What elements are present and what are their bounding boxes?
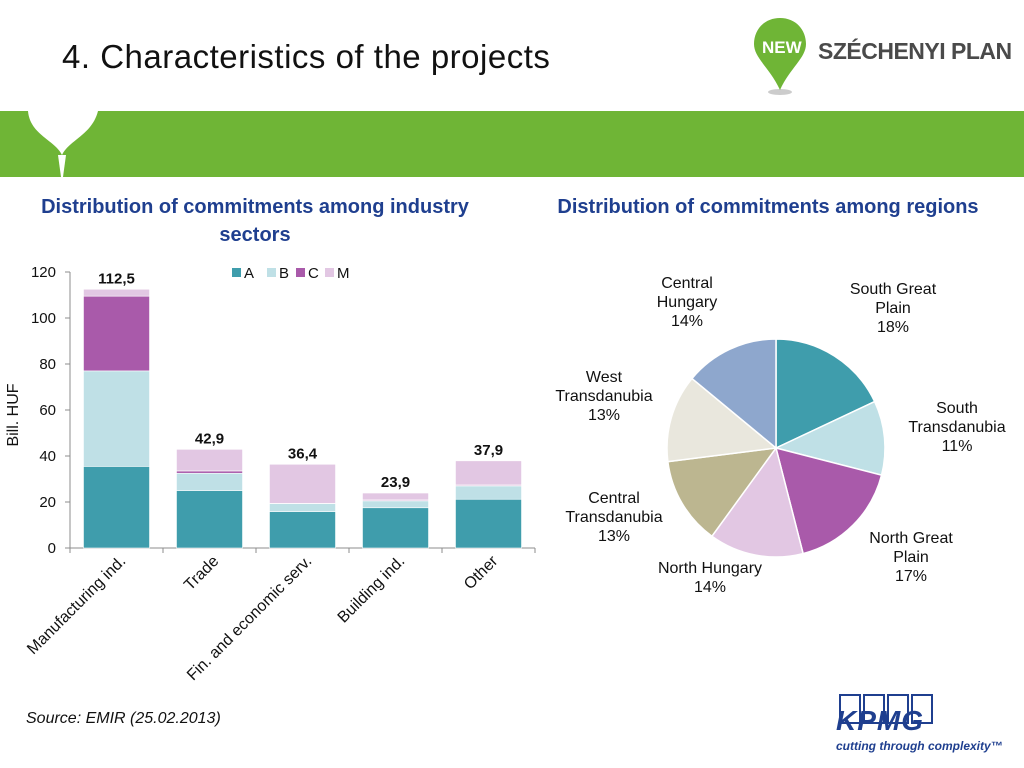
left-panel-title: Distribution of commitments among indust… bbox=[41, 196, 469, 246]
legend-swatch-M bbox=[325, 268, 334, 277]
bar-segment-A bbox=[269, 511, 336, 549]
bar-segment-A bbox=[176, 490, 243, 549]
bar-segment-M bbox=[455, 460, 522, 486]
pie-slice-south-great-plain bbox=[775, 338, 876, 450]
legend-swatch-B bbox=[267, 268, 276, 277]
bar-segment-A bbox=[455, 498, 522, 549]
right-panel-title: Distribution of commitments among region… bbox=[557, 196, 979, 218]
legend-label-B: B bbox=[279, 265, 289, 282]
bar-segment-B bbox=[455, 485, 522, 500]
kpmg-wordmark: KPMG bbox=[836, 705, 924, 736]
pie-label-north-great-plain: North Great Plain 17% bbox=[869, 530, 953, 585]
category-label: Building ind. bbox=[335, 553, 409, 627]
pie-slice-south-transdanubia bbox=[773, 400, 886, 477]
stacked-bar-chart: 0 20 40 60 80 100 120 Bill. HUF 112,5 Manufacturi… bbox=[5, 264, 536, 684]
bar-segment-M bbox=[83, 288, 150, 297]
bar-total-label: 36,4 bbox=[288, 445, 318, 462]
page-title: 4. Characteristics of the projects bbox=[62, 38, 551, 75]
bar-total-label: 42,9 bbox=[195, 430, 224, 447]
category-label: Other bbox=[461, 552, 502, 593]
bar-total-label: 37,9 bbox=[474, 442, 503, 459]
pie-slice-north-hungary bbox=[710, 446, 805, 558]
pie-label-north-hungary: North Hungary 14% bbox=[658, 560, 762, 596]
legend-label-A: A bbox=[244, 265, 254, 282]
bar-segment-A bbox=[362, 507, 429, 549]
bar-segment-M bbox=[176, 449, 243, 472]
y-axis-label: Bill. HUF bbox=[5, 383, 22, 446]
bar-segment-B bbox=[83, 370, 150, 467]
kpmg-logo: KPMG cutting through complexity™ bbox=[834, 693, 1014, 763]
bar-total-label: 23,9 bbox=[381, 474, 410, 491]
pie-label-west-transdanubia: West Transdanubia 13% bbox=[555, 369, 652, 424]
kpmg-boxes-icon bbox=[839, 694, 933, 724]
kpmg-tagline: cutting through complexity™ bbox=[836, 739, 1003, 753]
bar-segment-M bbox=[269, 463, 336, 504]
y-tick-label: 40 bbox=[39, 448, 56, 465]
legend-label-M: M bbox=[337, 265, 350, 282]
pie-slice-central-transdanubia bbox=[667, 447, 778, 538]
bar-segment-M bbox=[362, 492, 429, 501]
bar-segment-B bbox=[362, 500, 429, 509]
pie-label-south-transdanubia: South Transdanubia 11% bbox=[908, 400, 1005, 455]
bar-segment-B bbox=[176, 472, 243, 491]
szechenyi-plan-logo: NEW SZÉCHENYI PLAN bbox=[752, 16, 1012, 96]
category-label: Trade bbox=[181, 553, 222, 594]
map-pin-icon bbox=[754, 18, 806, 95]
bar-segment-B bbox=[269, 503, 336, 512]
y-tick-label: 100 bbox=[31, 310, 56, 327]
legend-swatch-C bbox=[296, 268, 305, 277]
y-tick-label: 0 bbox=[48, 540, 56, 557]
pie-label-central-hungary: Central Hungary 14% bbox=[657, 275, 717, 330]
logo-text: SZÉCHENYI PLAN bbox=[818, 38, 1012, 64]
bar-segment-C bbox=[83, 295, 150, 372]
pie-chart: South Great Plain 18% South Transdanubia 11% N… bbox=[555, 275, 1005, 596]
pie-slice-central-hungary bbox=[690, 338, 777, 450]
pie-slice-west-transdanubia bbox=[666, 377, 778, 463]
y-tick-label: 60 bbox=[39, 402, 56, 419]
logo-new-label: NEW bbox=[762, 38, 802, 57]
pie-slice-north-great-plain bbox=[774, 446, 883, 555]
category-label: Manufacturing ind. bbox=[24, 553, 129, 658]
bar-segment-C bbox=[176, 470, 243, 474]
pie-label-south-great-plain: South Great Plain 18% bbox=[850, 281, 937, 336]
y-tick-label: 120 bbox=[31, 264, 56, 281]
legend-swatch-A bbox=[232, 268, 241, 277]
bar-segment-A bbox=[83, 466, 150, 549]
header-band-decoration bbox=[0, 111, 1024, 177]
y-tick-label: 20 bbox=[39, 494, 56, 511]
y-tick-label: 80 bbox=[39, 356, 56, 373]
pie-label-central-transdanubia: Central Transdanubia 13% bbox=[565, 490, 662, 545]
bar-total-label: 112,5 bbox=[98, 270, 135, 287]
source-note: Source: EMIR (25.02.2013) bbox=[26, 710, 221, 727]
legend-label-C: C bbox=[308, 265, 319, 282]
